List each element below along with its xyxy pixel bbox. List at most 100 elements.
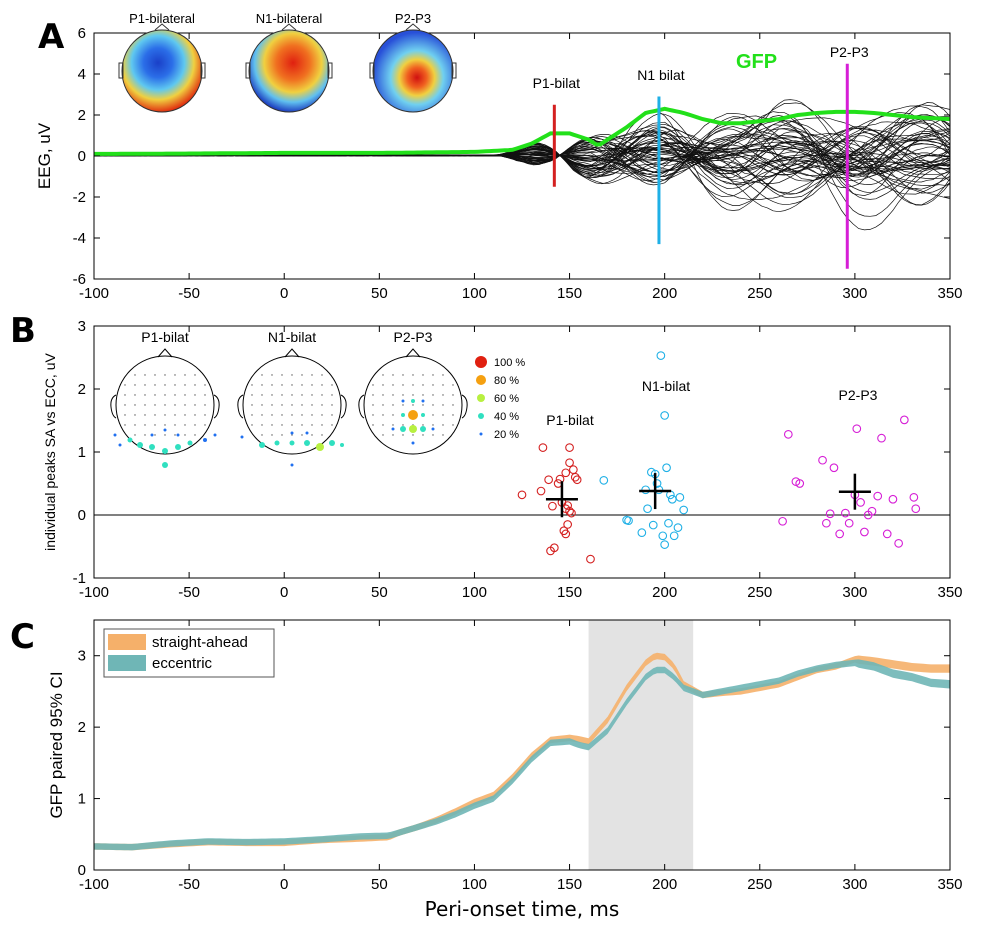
- electrode-dot: [261, 384, 263, 386]
- electrode-dot: [291, 404, 293, 406]
- electrode-weight-dot: [409, 425, 417, 433]
- electrode-dot: [154, 404, 156, 406]
- scatter-point-p1-bilat: [555, 474, 565, 484]
- x-tick-label: 0: [280, 285, 288, 302]
- electrode-dot: [452, 394, 454, 396]
- scatter-point-n1-bilat: [652, 479, 662, 488]
- eeg-trace: [93, 111, 951, 217]
- electrode-dot: [392, 394, 394, 396]
- electrode-dot: [184, 414, 186, 416]
- ear-right-p2-p3: [461, 394, 468, 419]
- electrode-dot: [124, 404, 126, 406]
- electrode-dot: [144, 424, 146, 426]
- ear-left-n1-bilat: [237, 394, 244, 419]
- electrode-dot: [442, 394, 444, 396]
- electrode-dot: [184, 404, 186, 406]
- electrode-weight-dot: [163, 428, 167, 432]
- electrode-dot: [281, 434, 283, 436]
- electrode-weight-dot: [137, 442, 143, 448]
- electrode-dot: [164, 384, 166, 386]
- scatter-point-p1-bilat: [586, 554, 595, 564]
- electrode-dot: [281, 414, 283, 416]
- electrode-dot: [271, 404, 273, 406]
- electrode-dot: [432, 434, 434, 436]
- electrode-dot: [144, 414, 146, 416]
- electrode-dot: [154, 374, 156, 376]
- electrode-head-maps: P1-bilat N1-bilat P2-P3: [110, 329, 468, 468]
- electrode-dot: [382, 414, 384, 416]
- electrode-weight-dot: [401, 399, 405, 403]
- scatter-point-n1-bilat: [643, 504, 652, 514]
- y-tick-label: 3: [78, 318, 86, 335]
- electrode-weight-dot: [400, 426, 406, 432]
- electrode-weight-dot: [401, 413, 405, 417]
- electrode-dot: [291, 384, 293, 386]
- topomap-label-p1-bilateral: P1-bilateral: [129, 11, 195, 26]
- electrode-dot: [422, 374, 424, 376]
- electrode-dot: [392, 434, 394, 436]
- electrode-dot: [124, 394, 126, 396]
- eeg-trace: [93, 133, 951, 206]
- electrode-weight-dot: [274, 440, 280, 446]
- electrode-dot: [134, 404, 136, 406]
- electrode-dot: [432, 424, 434, 426]
- x-tick-label: 300: [842, 285, 867, 302]
- electrode-dot: [251, 424, 253, 426]
- y-tick-label: -2: [73, 189, 86, 206]
- electrode-dot: [422, 404, 424, 406]
- electrode-weight-dot: [149, 444, 155, 450]
- electrode-dot: [442, 404, 444, 406]
- electrode-weight-dot: [187, 440, 193, 446]
- electrode-dot: [291, 414, 293, 416]
- x-axis-label: Peri-onset time, ms: [425, 897, 620, 921]
- electrode-dot: [321, 434, 323, 436]
- series-label-n1-bilat: N1-bilat: [642, 378, 690, 394]
- electrode-dot: [144, 434, 146, 436]
- gfp-line: [94, 106, 951, 156]
- electrode-dot: [311, 414, 313, 416]
- electrode-weight-dot: [162, 448, 168, 454]
- electrode-weight-dot: [316, 443, 324, 451]
- electrode-dot: [204, 394, 206, 396]
- electrode-weight-dot: [162, 462, 168, 468]
- gfp-series-label: GFP: [736, 51, 777, 73]
- x-tick-label: 250: [747, 285, 772, 302]
- legend-label-eccentric: eccentric: [152, 655, 213, 672]
- x-tick-label: -50: [178, 285, 200, 302]
- electrode-size-legend: 100 % 80 % 60 % 40 % 20 %: [475, 356, 525, 441]
- electrode-dot: [402, 424, 404, 426]
- electrode-dot: [174, 424, 176, 426]
- electrode-dot: [164, 414, 166, 416]
- electrode-dot: [261, 394, 263, 396]
- electrode-dot: [184, 394, 186, 396]
- electrode-weight-dot: [213, 433, 217, 437]
- y-tick-label: 2: [78, 107, 86, 124]
- x-tick-label: 100: [462, 876, 487, 893]
- electrode-dot: [164, 424, 166, 426]
- electrode-dot: [452, 424, 454, 426]
- size-legend-60: 60 %: [494, 393, 519, 405]
- electrode-dot: [412, 384, 414, 386]
- electrode-dot: [311, 404, 313, 406]
- ear-right-p1-bilat: [213, 394, 220, 419]
- electrode-dot: [331, 414, 333, 416]
- electrode-dot: [291, 424, 293, 426]
- electrode-dot: [402, 384, 404, 386]
- electrode-dot: [422, 424, 424, 426]
- y-axis-label: EEG, uV: [35, 122, 54, 189]
- electrode-dot: [281, 374, 283, 376]
- scatter-point-p2-p3: [909, 493, 919, 502]
- electrode-dot: [331, 394, 333, 396]
- electrode-dot: [184, 424, 186, 426]
- y-tick-label: 2: [78, 381, 86, 398]
- electrode-dot: [204, 414, 206, 416]
- electrode-dot: [184, 384, 186, 386]
- y-tick-label: -1: [73, 570, 86, 587]
- electrode-dot: [124, 414, 126, 416]
- electrode-dot: [301, 374, 303, 376]
- panel-b-peaks-chart: -100 -50 0 50 100 150 200 250 300 350 -1 0 1 2 3 indivi…: [42, 318, 963, 601]
- electrode-weight-dot: [127, 437, 133, 443]
- electrode-dot: [301, 384, 303, 386]
